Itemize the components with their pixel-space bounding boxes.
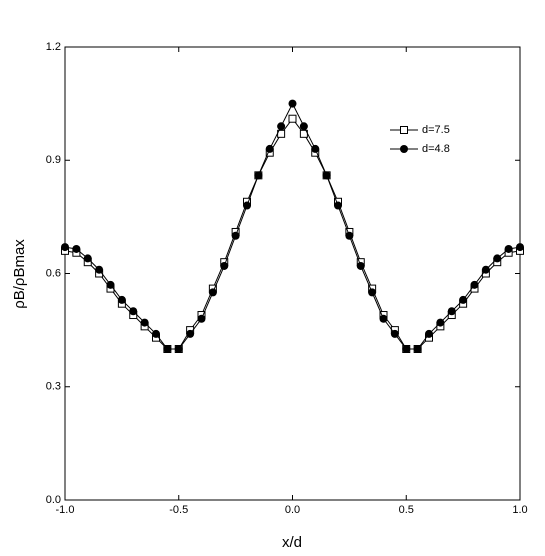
marker <box>481 265 490 274</box>
marker <box>504 244 513 253</box>
x-tick-label: 0.5 <box>399 504 414 516</box>
marker <box>288 99 297 108</box>
y-tick-label: 0.6 <box>46 267 61 279</box>
marker <box>140 318 149 327</box>
marker <box>402 345 411 353</box>
marker <box>117 295 126 304</box>
x-tick-label: -0.5 <box>169 504 188 516</box>
marker <box>197 314 206 323</box>
marker <box>152 329 160 338</box>
marker <box>400 126 408 134</box>
marker <box>400 145 408 153</box>
x-axis-label: x/d <box>282 534 302 551</box>
marker <box>459 295 468 304</box>
y-tick-label: 0.9 <box>46 154 61 166</box>
marker <box>436 318 445 327</box>
marker <box>379 314 388 323</box>
marker <box>208 288 217 297</box>
marker <box>277 122 286 131</box>
marker <box>265 144 274 153</box>
marker <box>413 345 422 353</box>
x-tick-label: 1.0 <box>512 504 527 516</box>
marker <box>220 261 229 270</box>
marker <box>356 261 365 270</box>
marker <box>83 254 92 263</box>
marker <box>425 329 433 338</box>
legend-label: d=7.5 <box>422 124 450 136</box>
x-tick-label: -1.0 <box>56 504 75 516</box>
marker <box>470 280 479 289</box>
marker <box>72 244 81 253</box>
marker <box>447 307 456 316</box>
x-tick-label: 0.0 <box>285 504 300 516</box>
marker <box>288 114 297 123</box>
marker <box>311 144 320 153</box>
marker <box>186 329 195 338</box>
marker <box>243 201 251 210</box>
marker <box>345 231 354 240</box>
marker <box>61 243 69 252</box>
y-tick-label: 1.2 <box>46 41 61 53</box>
marker <box>322 171 331 180</box>
marker <box>493 254 502 263</box>
y-tick-label: 0.0 <box>46 494 61 506</box>
marker <box>334 201 342 210</box>
marker <box>368 288 377 297</box>
marker <box>516 243 524 252</box>
marker <box>174 345 183 353</box>
marker <box>129 307 138 316</box>
y-tick-label: 0.3 <box>46 381 61 393</box>
marker <box>163 345 172 353</box>
marker <box>299 122 308 131</box>
marker <box>95 265 104 274</box>
marker <box>390 329 399 338</box>
marker <box>231 231 240 240</box>
marker <box>254 171 263 180</box>
marker <box>106 280 115 289</box>
y-axis-label: ρB/ρBmax <box>11 239 28 309</box>
legend-label: d=4.8 <box>422 143 450 155</box>
